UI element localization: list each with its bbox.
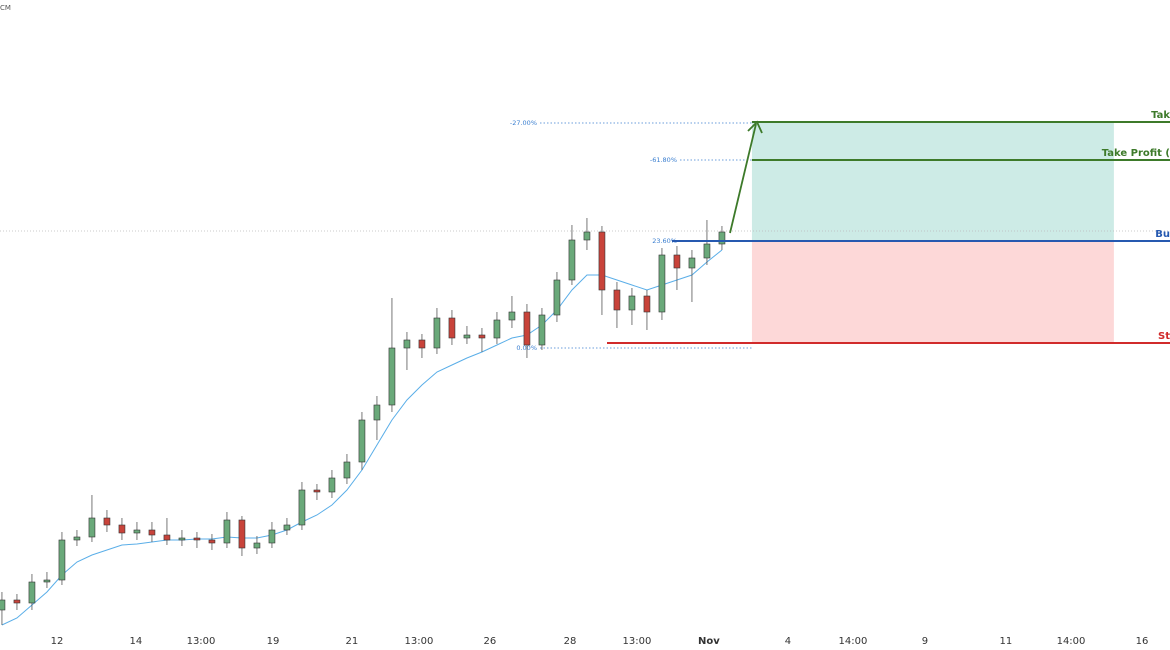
x-tick-label: 28 [564,636,577,647]
position-label: Bu [1155,229,1170,240]
candle-body [358,419,366,463]
candle-body [703,243,711,259]
position-label: Tak [1151,110,1170,121]
candle-body [718,231,726,245]
candle-body [208,539,216,544]
candle-body [403,339,411,349]
candle-body [0,599,6,611]
arrow-head [747,120,763,134]
profit-zone [751,122,1114,241]
candle-body [13,599,21,604]
candle-body [223,519,231,544]
x-tick-label: 14:00 [1057,636,1086,647]
candle-body [613,289,621,311]
candle-body [328,477,336,493]
candle-body [478,334,486,339]
candle-body [598,231,606,291]
candle-body [643,295,651,313]
candle-body [523,311,531,346]
x-tick-label: 16 [1136,636,1149,647]
candle-body [628,295,636,311]
x-tick-label: 11 [1000,636,1013,647]
candle-body [253,542,261,549]
x-tick-label: 9 [922,636,928,647]
candle-body [448,317,456,339]
candle-body [283,524,291,531]
x-tick-label: 13:00 [187,636,216,647]
candle-body [673,254,681,269]
arrow [729,123,757,234]
x-tick-label: 14:00 [838,636,867,647]
fib-label: -27.00% [510,119,537,127]
candle-body [178,537,186,541]
watermark: CM [0,4,11,12]
x-tick-label: Nov [698,636,720,647]
candle-body [508,311,516,321]
x-tick-label: 13:00 [405,636,434,647]
x-tick-label: 14 [130,636,143,647]
candle-body [43,579,51,583]
candle-body [103,517,111,526]
candle-body [463,334,471,339]
candle-body [148,529,156,536]
x-tick-label: 21 [346,636,359,647]
candle-body [313,489,321,493]
fib-label: -61.80% [650,156,677,164]
candle-body [58,539,66,581]
candle-body [568,239,576,281]
candle-body [193,537,201,541]
candle-body [238,519,246,549]
candle-body [418,339,426,349]
candle-body [433,317,441,349]
candle-body [373,404,381,421]
x-tick-label: 26 [484,636,497,647]
candle-body [133,529,141,534]
candle-body [163,534,171,541]
candle-body [73,536,81,541]
x-tick-label: 12 [51,636,64,647]
candle-body [268,529,276,544]
candle-body [658,254,666,313]
candle-body [28,581,36,604]
candle-body [88,517,96,538]
candle-body [493,319,501,339]
x-tick-label: 13:00 [622,636,651,647]
candle-body [538,314,546,346]
x-tick-label: 4 [785,636,791,647]
candle-body [688,257,696,269]
position-label: St [1158,331,1170,342]
candle-body [118,524,126,534]
loss-zone [751,241,1114,343]
fib-label: 23.60% [652,237,677,245]
candle-body [343,461,351,479]
position-label: Take Profit ( [1102,148,1170,159]
candle-body [553,279,561,316]
candle-body [388,347,396,406]
candle-body [583,231,591,241]
candle-body [298,489,306,526]
x-tick-label: 19 [267,636,280,647]
